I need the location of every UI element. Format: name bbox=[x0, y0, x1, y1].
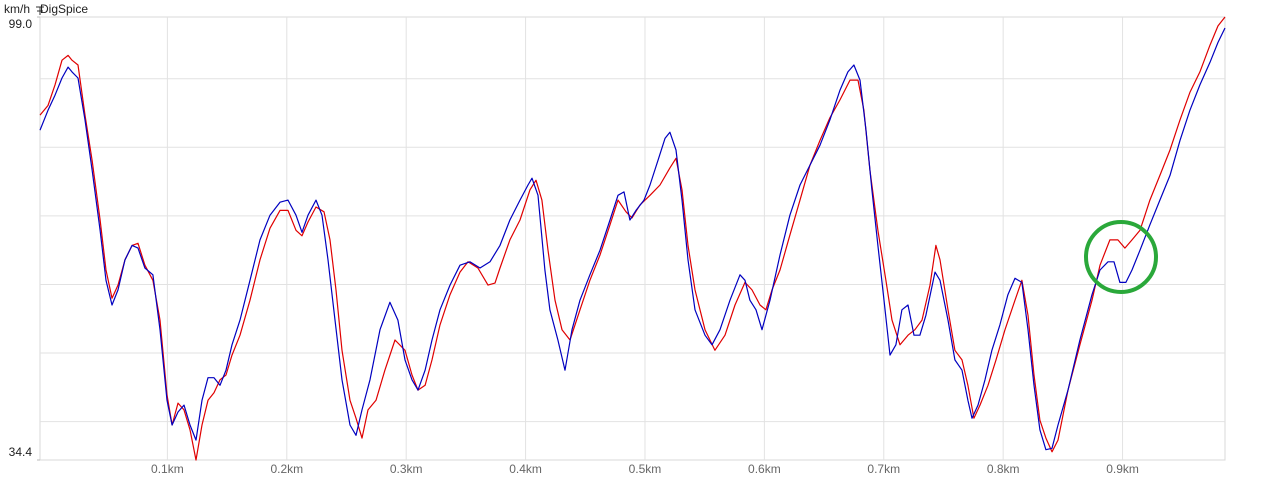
x-tick-label: 0.4km bbox=[509, 462, 542, 476]
x-tick-label: 0.8km bbox=[987, 462, 1020, 476]
y-tick-label: 34.4 bbox=[9, 445, 33, 459]
series-line bbox=[39, 16, 1226, 461]
x-tick-label: 0.9km bbox=[1106, 462, 1139, 476]
app-icon bbox=[36, 6, 44, 15]
x-tick-label: 0.2km bbox=[270, 462, 303, 476]
plot-frame bbox=[39, 16, 1226, 461]
highlight-circle bbox=[1084, 220, 1158, 294]
x-tick-label: 0.6km bbox=[748, 462, 781, 476]
series-line bbox=[39, 27, 1226, 451]
chart-title: DigSpice bbox=[40, 2, 88, 16]
x-tick-label: 0.7km bbox=[867, 462, 900, 476]
x-tick-label: 0.1km bbox=[151, 462, 184, 476]
y-tick-label: 99.0 bbox=[9, 17, 33, 31]
x-tick-label: 0.5km bbox=[629, 462, 662, 476]
y-axis-label: km/h bbox=[4, 2, 30, 16]
x-tick-label: 0.3km bbox=[390, 462, 423, 476]
